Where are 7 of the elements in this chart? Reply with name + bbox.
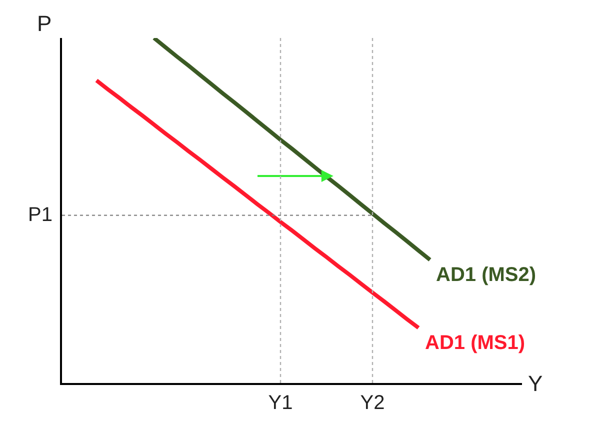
x-axis-title: Y (528, 371, 543, 396)
series-label: AD1 (MS2) (436, 264, 536, 286)
series-label: AD1 (MS1) (425, 332, 526, 354)
x-tick-label: Y2 (360, 392, 385, 414)
ref-line-label: P1 (28, 204, 52, 226)
x-tick-label: Y1 (268, 392, 293, 414)
y-axis-title: P (37, 11, 52, 36)
